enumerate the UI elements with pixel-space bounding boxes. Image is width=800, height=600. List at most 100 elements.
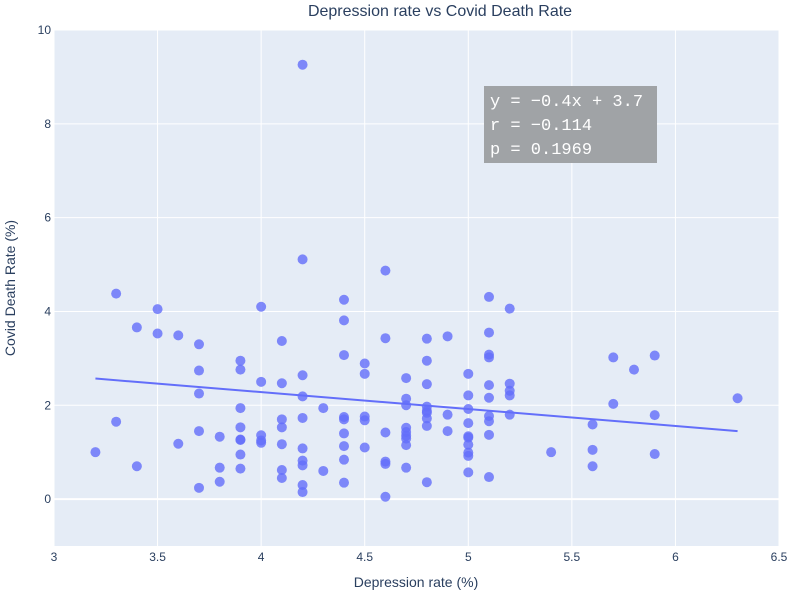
data-point xyxy=(276,439,287,450)
data-point xyxy=(421,420,432,431)
data-point xyxy=(318,465,329,476)
stats-annotation: y = −0.4x + 3.7 r = −0.114 p = 0.1969 xyxy=(484,86,657,163)
x-tick-label: 5 xyxy=(465,550,472,564)
data-point xyxy=(463,390,474,401)
data-point xyxy=(359,368,370,379)
data-point xyxy=(339,315,349,326)
data-point xyxy=(297,59,308,70)
data-point xyxy=(235,463,246,474)
data-point xyxy=(732,393,743,404)
data-point xyxy=(173,438,184,449)
x-axis-title: Depression rate (%) xyxy=(354,574,479,590)
data-point xyxy=(339,294,349,305)
data-point xyxy=(484,392,494,403)
data-point xyxy=(421,355,432,366)
data-point xyxy=(359,415,370,426)
data-point xyxy=(194,388,204,399)
data-point xyxy=(297,412,308,423)
y-tick-label: 6 xyxy=(44,211,51,225)
data-point xyxy=(194,365,204,376)
data-point xyxy=(401,440,412,451)
data-point xyxy=(276,422,287,433)
data-point xyxy=(649,350,660,361)
data-point xyxy=(152,304,163,315)
data-point xyxy=(194,482,204,493)
data-point xyxy=(484,352,494,363)
x-tick-label: 6.5 xyxy=(771,550,788,564)
data-point xyxy=(111,416,122,427)
data-point xyxy=(484,380,494,391)
data-point xyxy=(235,434,246,445)
plot-area xyxy=(54,30,779,546)
data-point xyxy=(484,327,494,338)
data-point xyxy=(504,303,515,314)
data-point xyxy=(463,432,474,443)
data-point xyxy=(587,419,598,430)
data-point xyxy=(380,458,391,469)
data-point xyxy=(214,462,225,473)
data-point xyxy=(256,437,267,448)
data-point xyxy=(380,333,391,344)
data-point xyxy=(194,339,204,350)
data-point xyxy=(421,379,432,390)
data-point xyxy=(152,328,163,339)
data-point xyxy=(504,378,515,389)
data-point xyxy=(256,376,267,387)
data-point xyxy=(380,427,391,438)
data-point xyxy=(463,404,474,415)
data-point xyxy=(194,426,204,437)
data-point xyxy=(421,333,432,344)
data-point xyxy=(173,330,184,341)
data-point xyxy=(214,476,225,487)
data-point xyxy=(463,418,474,429)
data-point xyxy=(484,416,494,427)
data-point xyxy=(649,449,660,460)
data-point xyxy=(421,477,432,488)
data-point xyxy=(587,461,598,472)
x-tick-label: 3.5 xyxy=(149,550,166,564)
data-point xyxy=(339,477,349,488)
data-point xyxy=(276,336,287,347)
y-tick-label: 4 xyxy=(44,304,51,318)
x-tick-label: 6 xyxy=(672,550,679,564)
data-point xyxy=(463,368,474,379)
data-point xyxy=(297,460,308,471)
stats-equation: y = −0.4x + 3.7 xyxy=(490,93,643,112)
data-point xyxy=(339,428,349,439)
data-point xyxy=(484,429,494,440)
data-point xyxy=(297,391,308,402)
data-point xyxy=(131,322,142,333)
data-point xyxy=(401,373,412,384)
data-point xyxy=(339,441,349,452)
trendline xyxy=(95,377,738,433)
data-point xyxy=(297,443,308,454)
y-tick-label: 0 xyxy=(44,492,51,506)
data-point xyxy=(401,400,412,411)
data-point xyxy=(463,450,474,461)
data-point xyxy=(235,403,246,414)
data-point xyxy=(442,331,453,342)
data-point xyxy=(587,444,598,455)
x-tick-label: 5.5 xyxy=(564,550,581,564)
data-point xyxy=(484,472,494,483)
x-tick-label: 3 xyxy=(51,550,58,564)
data-point xyxy=(276,378,287,389)
y-tick-label: 8 xyxy=(44,117,51,131)
stats-r-value: r = −0.114 xyxy=(490,117,592,136)
data-point xyxy=(380,491,391,502)
data-point xyxy=(235,422,246,433)
points-layer xyxy=(90,59,743,502)
data-point xyxy=(608,352,619,363)
data-point xyxy=(214,431,225,442)
chart-title: Depression rate vs Covid Death Rate xyxy=(308,3,572,20)
data-point xyxy=(297,487,308,498)
data-point xyxy=(463,439,474,450)
data-point xyxy=(463,467,474,478)
data-point xyxy=(235,364,246,375)
data-point xyxy=(359,442,370,453)
stats-annotation-box xyxy=(484,86,657,163)
data-point xyxy=(421,413,432,424)
data-point xyxy=(359,358,370,369)
data-point xyxy=(90,447,101,458)
data-point xyxy=(297,370,308,381)
